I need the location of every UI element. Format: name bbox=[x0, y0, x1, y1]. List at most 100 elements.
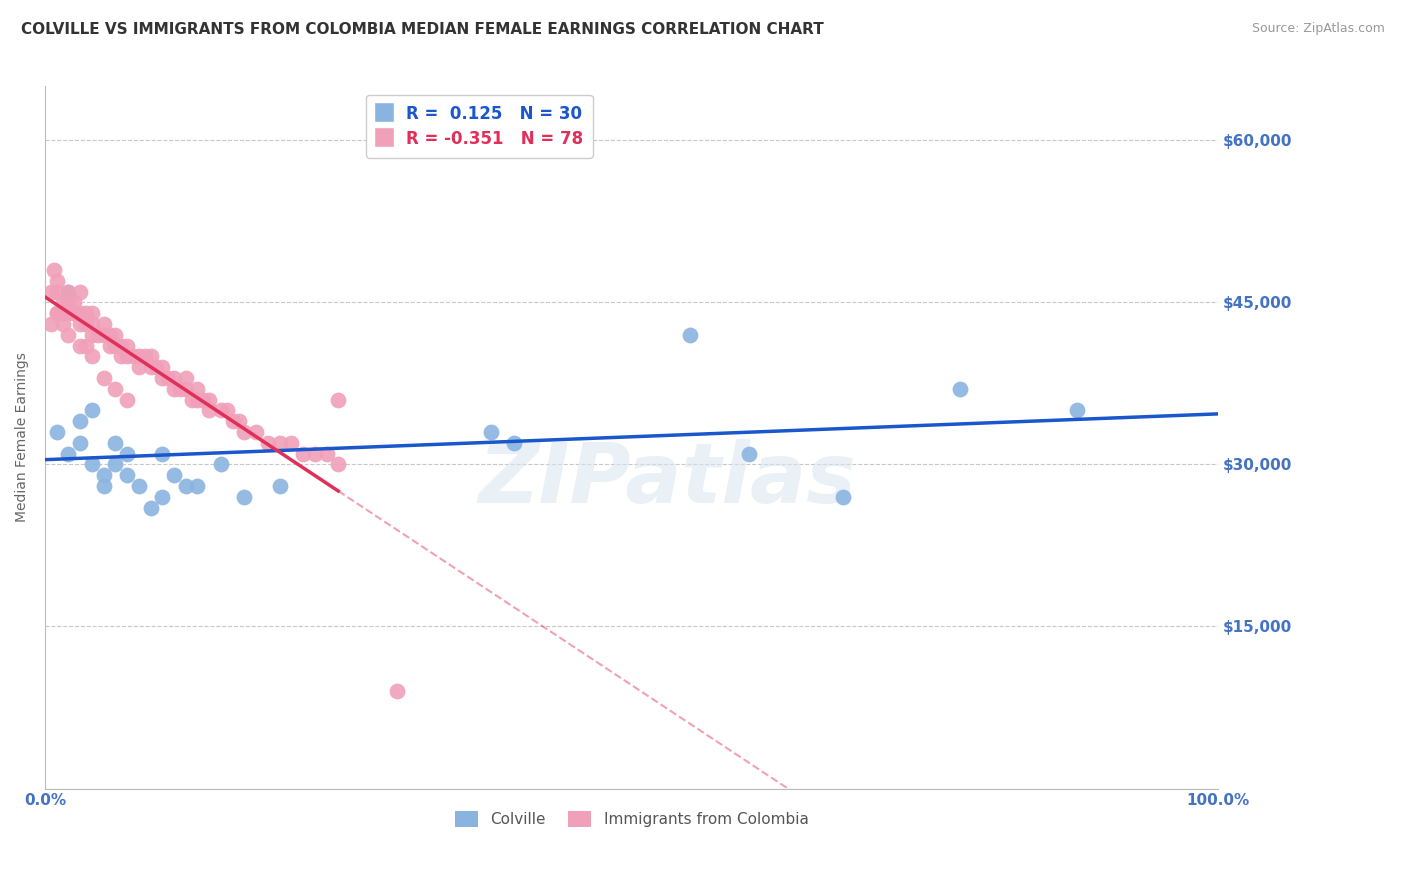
Legend: Colville, Immigrants from Colombia: Colville, Immigrants from Colombia bbox=[449, 805, 814, 833]
Point bbox=[122, 350, 145, 364]
Point bbox=[134, 350, 156, 364]
Point bbox=[479, 425, 502, 439]
Point bbox=[280, 435, 302, 450]
Point bbox=[98, 327, 121, 342]
Point bbox=[115, 447, 138, 461]
Point bbox=[69, 285, 91, 299]
Point bbox=[209, 458, 232, 472]
Point bbox=[75, 317, 97, 331]
Point bbox=[139, 500, 162, 515]
Point bbox=[93, 327, 115, 342]
Point bbox=[193, 392, 215, 407]
Point bbox=[69, 435, 91, 450]
Point bbox=[186, 392, 208, 407]
Point bbox=[93, 371, 115, 385]
Point bbox=[157, 371, 180, 385]
Point bbox=[233, 490, 256, 504]
Point bbox=[58, 285, 80, 299]
Point bbox=[186, 479, 208, 493]
Point bbox=[69, 317, 91, 331]
Point bbox=[198, 392, 221, 407]
Point bbox=[228, 414, 250, 428]
Point bbox=[104, 435, 127, 450]
Point bbox=[128, 360, 150, 375]
Point bbox=[169, 382, 191, 396]
Point bbox=[174, 371, 197, 385]
Point bbox=[304, 447, 326, 461]
Point bbox=[128, 479, 150, 493]
Point bbox=[115, 392, 138, 407]
Point bbox=[145, 360, 167, 375]
Point bbox=[93, 468, 115, 483]
Point bbox=[115, 338, 138, 352]
Point bbox=[328, 458, 350, 472]
Point bbox=[45, 425, 67, 439]
Point bbox=[233, 425, 256, 439]
Text: ZIPatlas: ZIPatlas bbox=[478, 439, 856, 520]
Point bbox=[328, 392, 350, 407]
Point bbox=[39, 317, 62, 331]
Point bbox=[75, 306, 97, 320]
Point bbox=[315, 447, 337, 461]
Point bbox=[679, 327, 702, 342]
Point bbox=[385, 684, 408, 698]
Text: COLVILLE VS IMMIGRANTS FROM COLOMBIA MEDIAN FEMALE EARNINGS CORRELATION CHART: COLVILLE VS IMMIGRANTS FROM COLOMBIA MED… bbox=[21, 22, 824, 37]
Point bbox=[52, 317, 75, 331]
Point bbox=[58, 295, 80, 310]
Point bbox=[104, 338, 127, 352]
Text: Source: ZipAtlas.com: Source: ZipAtlas.com bbox=[1251, 22, 1385, 36]
Point bbox=[503, 435, 526, 450]
Point bbox=[80, 317, 103, 331]
Y-axis label: Median Female Earnings: Median Female Earnings bbox=[15, 352, 30, 523]
Point bbox=[58, 327, 80, 342]
Point bbox=[75, 338, 97, 352]
Point bbox=[58, 447, 80, 461]
Point bbox=[110, 350, 132, 364]
Point bbox=[949, 382, 972, 396]
Point bbox=[69, 414, 91, 428]
Point bbox=[52, 295, 75, 310]
Point bbox=[104, 327, 127, 342]
Point bbox=[80, 458, 103, 472]
Point bbox=[87, 327, 110, 342]
Point bbox=[269, 479, 291, 493]
Point bbox=[98, 338, 121, 352]
Point bbox=[80, 327, 103, 342]
Point bbox=[115, 350, 138, 364]
Point bbox=[39, 285, 62, 299]
Point bbox=[174, 479, 197, 493]
Point bbox=[69, 338, 91, 352]
Point bbox=[150, 447, 173, 461]
Point bbox=[128, 350, 150, 364]
Point bbox=[139, 350, 162, 364]
Point bbox=[180, 392, 202, 407]
Point bbox=[104, 382, 127, 396]
Point bbox=[115, 468, 138, 483]
Point bbox=[63, 306, 86, 320]
Point bbox=[150, 371, 173, 385]
Point bbox=[257, 435, 280, 450]
Point bbox=[245, 425, 267, 439]
Point bbox=[174, 382, 197, 396]
Point bbox=[163, 371, 186, 385]
Point bbox=[44, 263, 66, 277]
Point bbox=[139, 360, 162, 375]
Point bbox=[80, 306, 103, 320]
Point bbox=[1066, 403, 1088, 417]
Point bbox=[45, 285, 67, 299]
Point bbox=[150, 360, 173, 375]
Point bbox=[69, 306, 91, 320]
Point bbox=[63, 295, 86, 310]
Point bbox=[292, 447, 315, 461]
Point bbox=[52, 306, 75, 320]
Point bbox=[45, 306, 67, 320]
Point bbox=[93, 317, 115, 331]
Point bbox=[163, 468, 186, 483]
Point bbox=[58, 306, 80, 320]
Point bbox=[209, 403, 232, 417]
Point bbox=[63, 306, 86, 320]
Point bbox=[58, 285, 80, 299]
Point bbox=[150, 490, 173, 504]
Point bbox=[80, 403, 103, 417]
Point bbox=[831, 490, 853, 504]
